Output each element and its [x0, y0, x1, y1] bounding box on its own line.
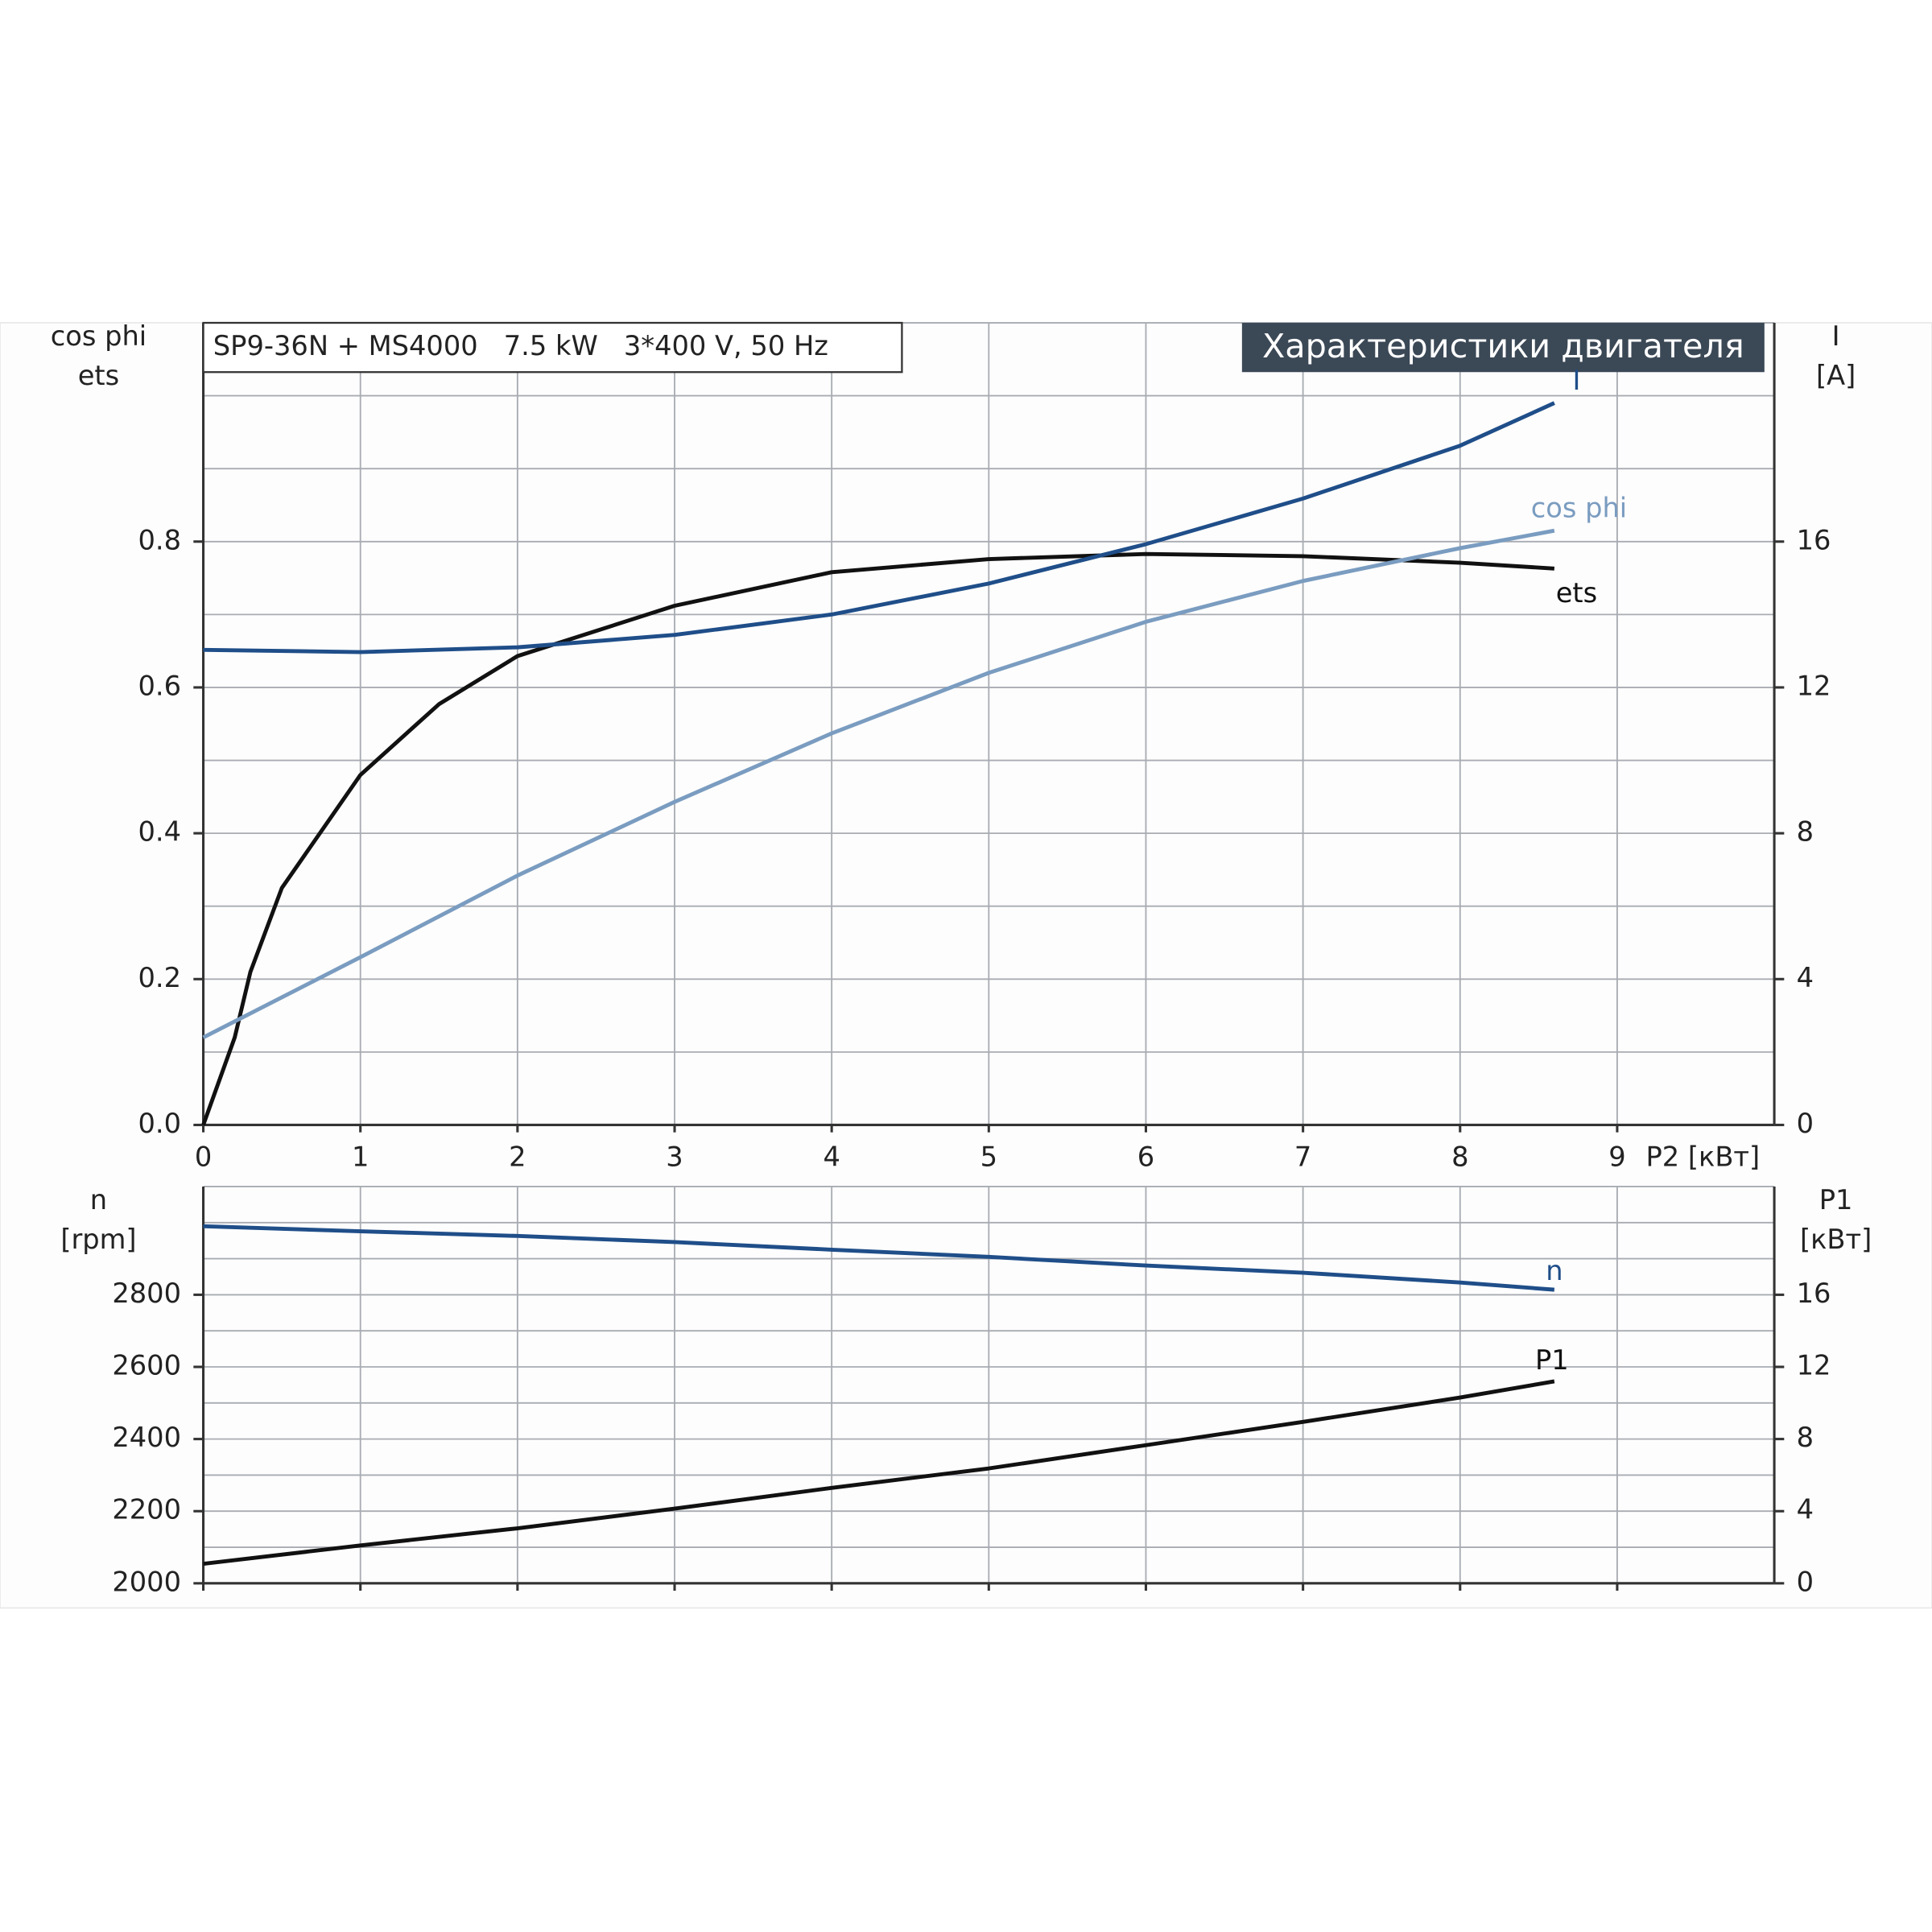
y2-tick-label: 4	[1797, 962, 1814, 993]
y-tick-label: 0.6	[138, 670, 181, 701]
x-tick-label: 8	[1451, 1141, 1468, 1172]
y2-axis-label: [кВт]	[1800, 1224, 1872, 1255]
x-tick-label: 6	[1137, 1141, 1154, 1172]
chart-background	[0, 322, 1932, 1609]
y-tick-label: 0.8	[138, 524, 181, 555]
y-tick-label: 2400	[112, 1422, 181, 1453]
y-tick-label: 2800	[112, 1278, 181, 1309]
y2-tick-label: 12	[1797, 670, 1831, 701]
x-tick-label: 3	[666, 1141, 683, 1172]
y-axis-label: cos phi	[51, 320, 147, 352]
x-tick-label: 9	[1608, 1141, 1625, 1172]
series-label: I	[1572, 365, 1580, 396]
series-label: cos phi	[1531, 493, 1627, 524]
y-axis-label: [rpm]	[60, 1224, 136, 1255]
y2-tick-label: 8	[1797, 1422, 1814, 1453]
x-tick-label: 5	[980, 1141, 997, 1172]
y2-tick-label: 16	[1797, 524, 1831, 555]
y2-tick-label: 12	[1797, 1350, 1831, 1381]
y2-axis-label: I	[1832, 320, 1840, 352]
y2-tick-label: 0	[1797, 1108, 1814, 1139]
y-axis-label: ets	[78, 360, 119, 391]
y2-axis-label: P1	[1819, 1184, 1853, 1216]
series-line	[202, 528, 1555, 1039]
x-axis-label: P2 [кВт]	[1645, 1141, 1760, 1172]
y2-tick-label: 0	[1797, 1566, 1814, 1597]
y-tick-label: 0.4	[138, 816, 181, 848]
x-tick-label: 1	[352, 1141, 369, 1172]
chart-subtitle: Характеристики двигателя	[1262, 327, 1744, 365]
y-tick-label: 0.0	[138, 1108, 181, 1139]
series-line	[201, 551, 1555, 1126]
x-tick-label: 7	[1294, 1141, 1311, 1172]
chart-title: SP9-36N + MS4000 7.5 kW 3*400 V, 50 Hz	[213, 330, 828, 361]
series-line	[203, 1379, 1555, 1567]
title-box	[202, 321, 903, 374]
x-tick-label: 2	[509, 1141, 526, 1172]
y2-tick-label: 4	[1797, 1494, 1814, 1525]
series-line	[203, 401, 1555, 654]
y-tick-label: 0.2	[138, 962, 181, 993]
y2-tick-label: 8	[1797, 816, 1814, 848]
y2-tick-label: 16	[1797, 1278, 1831, 1309]
series-label: P1	[1535, 1344, 1569, 1376]
header-box	[1241, 323, 1765, 373]
y2-axis-label: [A]	[1816, 360, 1856, 391]
series-label: ets	[1556, 577, 1597, 609]
series-line	[203, 1224, 1555, 1292]
x-tick-label: 4	[823, 1141, 840, 1172]
y-tick-label: 2200	[112, 1494, 181, 1525]
series-label: n	[1546, 1255, 1563, 1286]
x-tick-label: 0	[195, 1141, 212, 1172]
y-tick-label: 2000	[112, 1566, 181, 1597]
y-tick-label: 2600	[112, 1350, 181, 1381]
y-axis-label: n	[90, 1184, 107, 1216]
